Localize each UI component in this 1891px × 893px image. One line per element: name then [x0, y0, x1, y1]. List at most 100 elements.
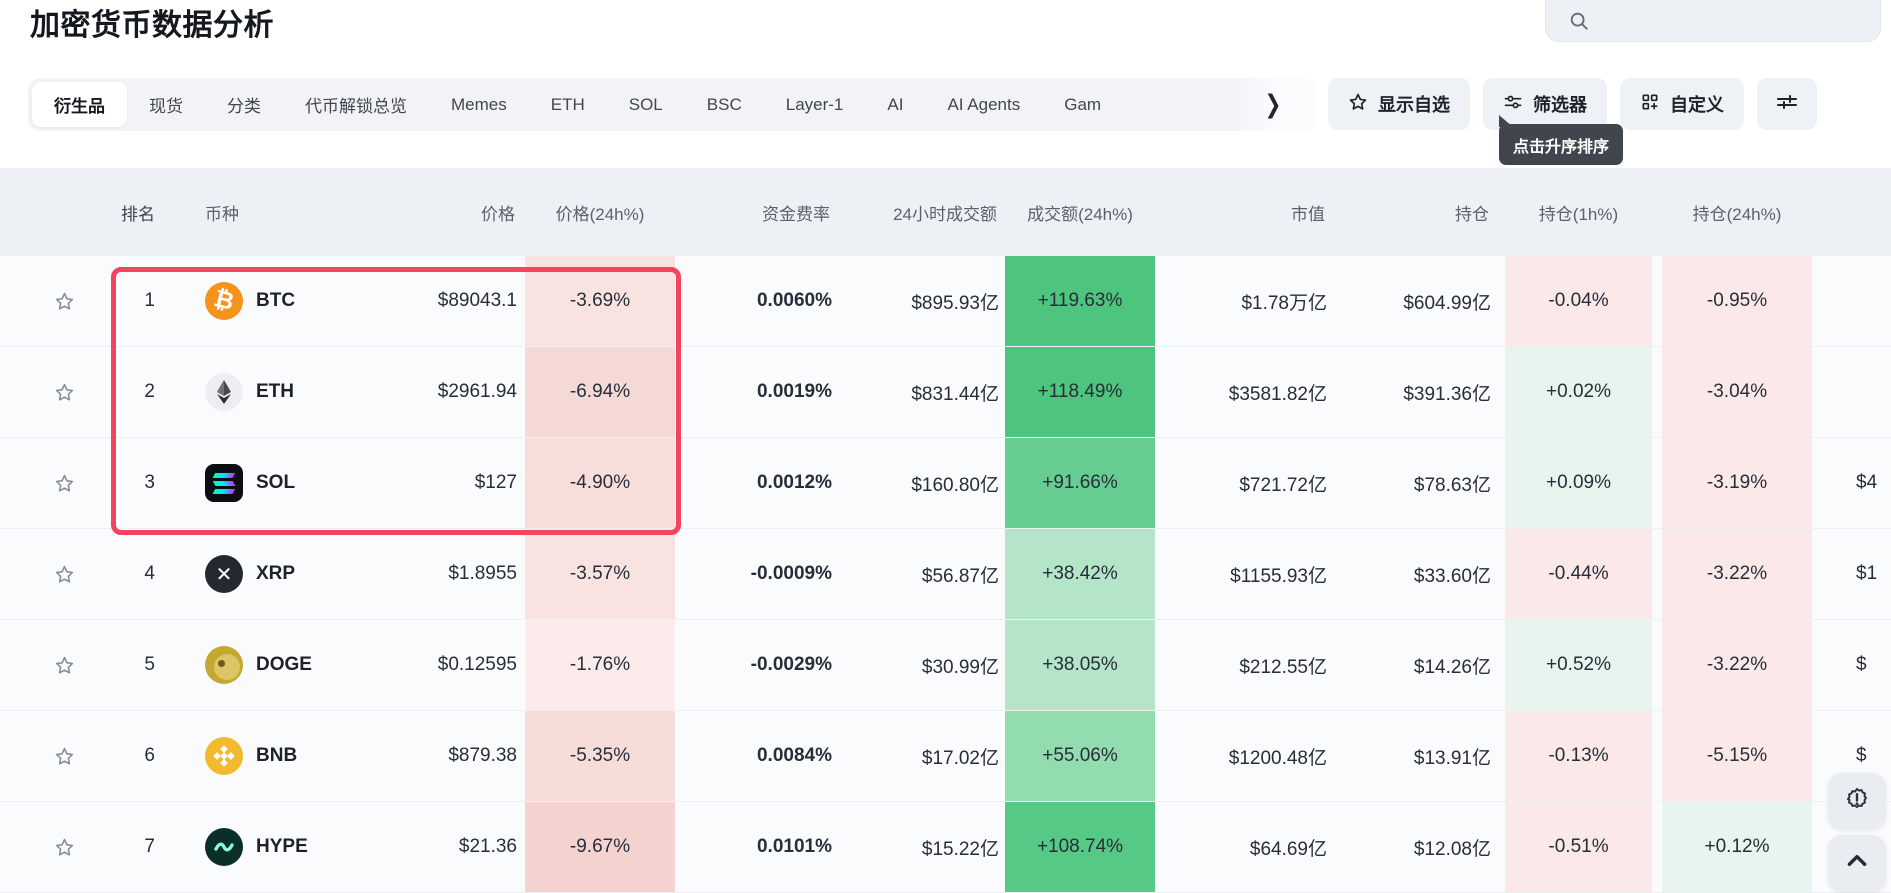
- clipped-next-column-value: $4: [1856, 472, 1878, 493]
- open-interest-24h-cell: -5.15%: [1662, 711, 1812, 801]
- open-interest-24h-cell: -0.95%: [1662, 256, 1812, 346]
- column-header-coin[interactable]: 币种: [205, 204, 239, 224]
- show-watchlist-label: 显示自选: [1378, 95, 1450, 115]
- funding-rate-value: 0.0101%: [756, 836, 832, 857]
- tab-memes[interactable]: Memes: [451, 94, 507, 114]
- tab-现货[interactable]: 现货: [149, 97, 183, 116]
- tabs-overflow-button[interactable]: ❯: [1230, 78, 1316, 131]
- tab-代币解锁总览[interactable]: 代币解锁总览: [305, 97, 407, 116]
- favorite-star-button[interactable]: [28, 256, 100, 346]
- favorite-star-button[interactable]: [28, 802, 100, 892]
- sol-icon: [205, 464, 243, 502]
- tab-layer-1[interactable]: Layer-1: [785, 94, 844, 114]
- filter-sliders-icon: [1503, 92, 1523, 117]
- coin-symbol: HYPE: [256, 836, 308, 857]
- funding-rate-value: 0.0084%: [756, 745, 832, 766]
- column-header-volume-24h[interactable]: 24小时成交额: [893, 204, 997, 224]
- tab-gam[interactable]: Gam: [1064, 94, 1102, 114]
- table-row[interactable]: 3 SOL $127 -4.90% 0.0012% $160.80亿 +91.6…: [0, 438, 1891, 529]
- customize-button[interactable]: 自定义: [1620, 78, 1744, 130]
- funding-rate-value: -0.0029%: [750, 654, 832, 675]
- tab-衍生品[interactable]: 衍生品: [32, 82, 127, 127]
- feedback-button[interactable]: [1828, 773, 1886, 830]
- column-header-rank[interactable]: 排名: [121, 204, 155, 224]
- funding-rate-value: 0.0060%: [756, 290, 832, 311]
- favorite-star-button[interactable]: [28, 438, 100, 528]
- market-cap-value: $64.69亿: [1249, 838, 1327, 860]
- table-row[interactable]: 1 ₿ BTC $89043.1 -3.69% 0.0060% $895.93亿…: [0, 256, 1891, 347]
- hype-icon: [205, 828, 243, 866]
- rank-value: 5: [144, 654, 155, 675]
- coin-cell[interactable]: ✕ XRP: [185, 529, 330, 619]
- doge-icon: [205, 646, 243, 684]
- tab-ai[interactable]: AI: [887, 94, 904, 114]
- column-header-open-interest-1h[interactable]: 持仓(1h%): [1538, 204, 1619, 224]
- volume-change-24h-cell: +108.74%: [1005, 802, 1155, 892]
- coin-cell[interactable]: SOL: [185, 438, 330, 528]
- open-interest-24h-cell: -3.22%: [1662, 529, 1812, 619]
- table-row[interactable]: 5 DOGE $0.12595 -1.76% -0.0029% $30.99亿 …: [0, 620, 1891, 711]
- column-header-market-cap[interactable]: 市值: [1291, 204, 1325, 224]
- price-change-24h-cell: -1.76%: [525, 620, 675, 710]
- favorite-star-button[interactable]: [28, 620, 100, 710]
- search-input[interactable]: [1545, 0, 1881, 42]
- coin-symbol: XRP: [256, 563, 296, 584]
- coin-cell[interactable]: ₿ BTC: [185, 256, 330, 346]
- coin-cell[interactable]: HYPE: [185, 802, 330, 892]
- scroll-to-top-button[interactable]: [1828, 835, 1886, 892]
- coin-cell[interactable]: BNB: [185, 711, 330, 801]
- tab-eth[interactable]: ETH: [550, 94, 585, 114]
- open-interest-1h-cell: -0.44%: [1505, 529, 1652, 619]
- eth-icon: [205, 373, 243, 411]
- tab-bsc[interactable]: BSC: [706, 94, 742, 114]
- grid-plus-icon: [1640, 92, 1660, 117]
- show-watchlist-button[interactable]: 显示自选: [1328, 78, 1470, 130]
- open-interest-value: $604.99亿: [1403, 292, 1491, 314]
- favorite-star-button[interactable]: [28, 529, 100, 619]
- coin-cell[interactable]: ETH: [185, 347, 330, 437]
- clipped-next-column-value: [1840, 347, 1891, 437]
- open-interest-value: $391.36亿: [1403, 383, 1491, 405]
- open-interest-value: $33.60亿: [1413, 565, 1491, 587]
- table-row[interactable]: 4 ✕ XRP $1.8955 -3.57% -0.0009% $56.87亿 …: [0, 529, 1891, 620]
- price-value: $2961.94: [437, 381, 517, 402]
- bnb-icon: [205, 737, 243, 775]
- table-row[interactable]: 7 HYPE $21.36 -9.67% 0.0101% $15.22亿 +10…: [0, 802, 1891, 893]
- rank-value: 1: [144, 290, 155, 311]
- favorite-star-button[interactable]: [28, 711, 100, 801]
- rank-value: 4: [144, 563, 155, 584]
- table-row[interactable]: 6 BNB $879.38 -5.35% 0.0084% $17.02亿 +55…: [0, 711, 1891, 802]
- column-header-volume-change-24h[interactable]: 成交额(24h%): [1027, 204, 1133, 224]
- funding-rate-value: 0.0019%: [756, 381, 832, 402]
- price-change-24h-cell: -3.69%: [525, 256, 675, 346]
- volume-change-24h-cell: +118.49%: [1005, 347, 1155, 437]
- crypto-table: 排名 币种 价格 价格(24h%) 资金费率 24小时成交额 成交额(24h%)…: [0, 168, 1891, 893]
- rank-value: 2: [144, 381, 155, 402]
- funding-rate-value: 0.0012%: [756, 472, 832, 493]
- volume-24h-value: $831.44亿: [911, 383, 999, 405]
- volume-24h-value: $15.22亿: [921, 838, 999, 860]
- star-icon: [1348, 92, 1368, 117]
- category-tabbar: 衍生品 现货 分类 代币解锁总览 Memes ETH SOL BSC Layer-1 AI AI A…: [28, 78, 1316, 131]
- clipped-next-column-value: $: [1856, 745, 1867, 766]
- market-cap-value: $3581.82亿: [1228, 383, 1327, 405]
- tab-分类[interactable]: 分类: [227, 97, 261, 116]
- column-header-price[interactable]: 价格: [481, 204, 515, 224]
- coin-cell[interactable]: DOGE: [185, 620, 330, 710]
- open-interest-value: $12.08亿: [1413, 838, 1491, 860]
- rank-value: 7: [144, 836, 155, 857]
- price-value: $0.12595: [437, 654, 517, 675]
- column-header-open-interest-24h[interactable]: 持仓(24h%): [1692, 204, 1782, 224]
- price-change-24h-cell: -3.57%: [525, 529, 675, 619]
- tab-sol[interactable]: SOL: [628, 94, 663, 114]
- filter-label: 筛选器: [1533, 95, 1587, 115]
- column-header-funding-rate[interactable]: 资金费率: [762, 204, 830, 224]
- table-settings-button[interactable]: [1757, 78, 1817, 130]
- table-header-row: 排名 币种 价格 价格(24h%) 资金费率 24小时成交额 成交额(24h%)…: [0, 168, 1891, 256]
- favorite-star-button[interactable]: [28, 347, 100, 437]
- table-row[interactable]: 2 ETH $2961.94 -6.94% 0.0019% $831.44亿 +…: [0, 347, 1891, 438]
- column-header-price-change-24h[interactable]: 价格(24h%): [555, 204, 645, 224]
- tab-ai-agents[interactable]: AI Agents: [947, 94, 1021, 114]
- column-header-open-interest[interactable]: 持仓: [1455, 204, 1489, 224]
- btc-icon: ₿: [205, 282, 243, 320]
